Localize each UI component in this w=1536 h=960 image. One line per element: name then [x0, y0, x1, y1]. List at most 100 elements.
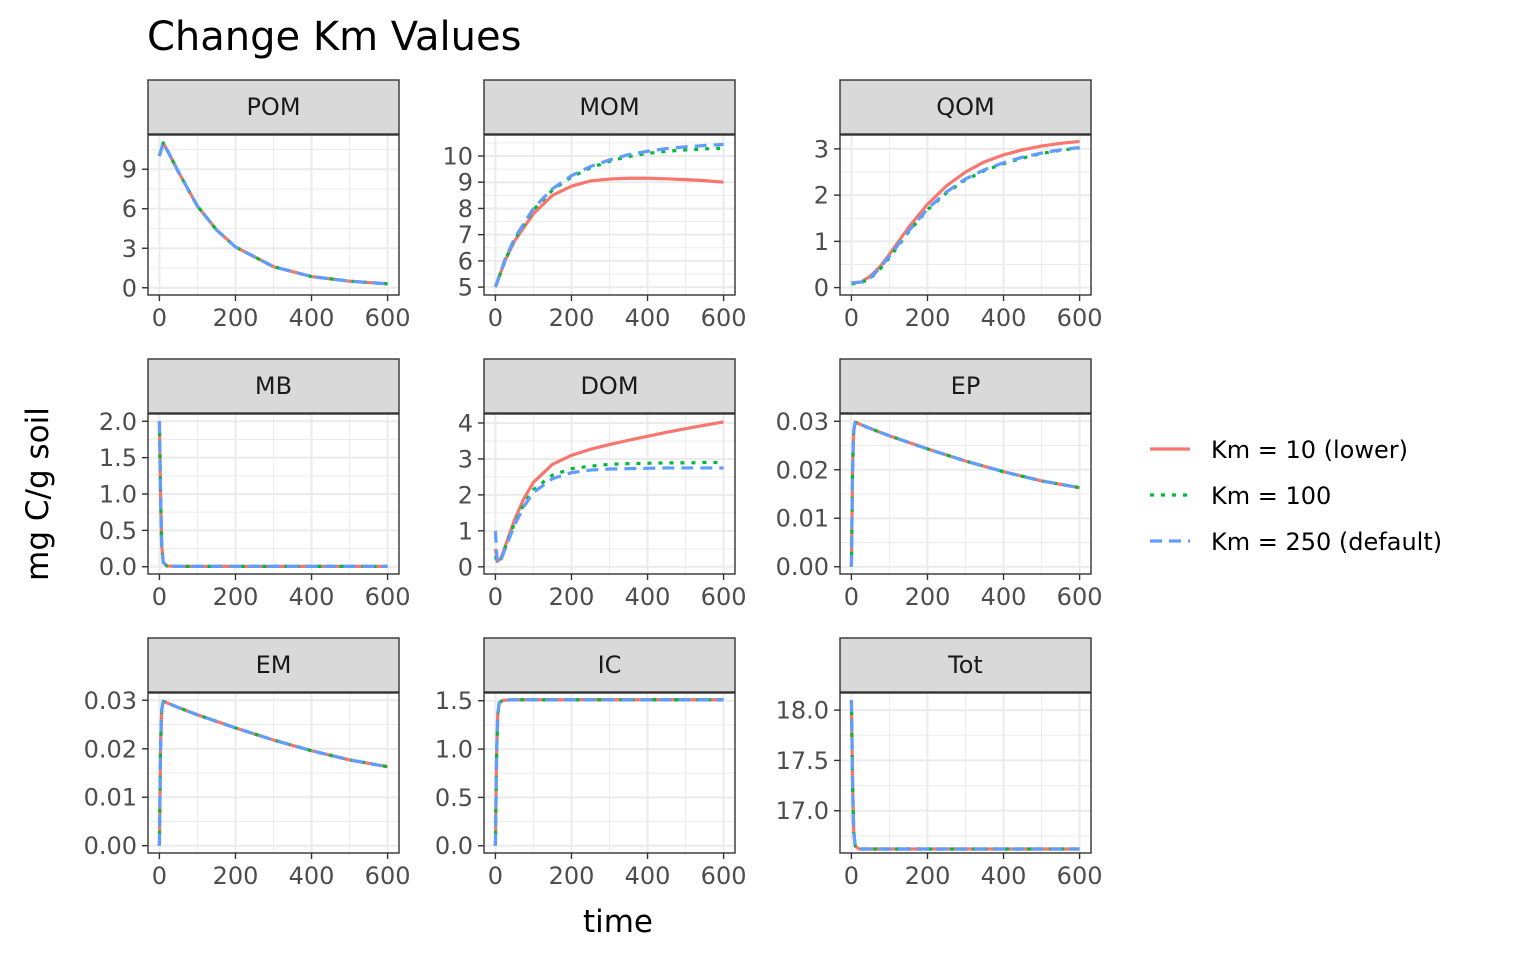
series-lines-ep [849, 420, 1080, 567]
y-tick-label: 1.0 [99, 481, 137, 509]
y-tick-label: 18.0 [776, 697, 829, 725]
y-tick-label: 1.0 [435, 736, 473, 764]
x-tick-label: 0 [488, 862, 503, 890]
y-tick-label: 0.03 [776, 408, 829, 436]
y-tick-label: 10 [442, 142, 473, 170]
panel-mb: MB 0 200 400 600 0.0 0.5 1.0 1.5 2.0 [99, 358, 410, 611]
facet-label-mom: MOM [579, 93, 639, 121]
x-tick-label: 200 [549, 304, 595, 332]
y-tick-label: 6 [458, 247, 473, 275]
legend: Km = 10 (lower) Km = 100 Km = 250 (default… [1150, 436, 1442, 556]
facet-strip-pom [147, 79, 400, 135]
panel-em: EM 0 200 400 600 0.00 0.01 0.02 0.03 [84, 637, 411, 890]
y-tick-label: 1 [458, 517, 473, 545]
y-tick-label: 0.01 [84, 784, 137, 812]
x-tick-label: 600 [1057, 583, 1103, 611]
facet-strip-ep [839, 358, 1092, 414]
series-line-km-250-default-mb [157, 421, 388, 568]
facet-strip-tot [839, 637, 1092, 693]
facet-strip-ic [483, 637, 736, 693]
legend-item-km-10-lower: Km = 10 (lower) [1150, 436, 1408, 464]
facet-strip-mom [483, 79, 736, 135]
series-line-km-250-default-ep [849, 420, 1080, 567]
y-tick-label: 0.0 [99, 553, 137, 581]
y-tick-label: 3 [122, 235, 137, 263]
x-tick-label: 200 [213, 583, 259, 611]
facet-label-em: EM [256, 651, 292, 679]
panel-border-pom [147, 134, 400, 296]
y-tick-label: 2 [814, 182, 829, 210]
facet-label-ep: EP [951, 372, 981, 400]
x-tick-label: 0 [152, 583, 167, 611]
x-tick-label: 400 [625, 862, 671, 890]
chart-title: Change Km Values [147, 14, 521, 60]
y-tick-label: 0.00 [84, 832, 137, 860]
y-axis-title: mg C/g soil [20, 407, 56, 581]
x-tick-label: 600 [701, 304, 747, 332]
x-tick-label: 200 [905, 583, 951, 611]
series-lines-mom [493, 142, 724, 288]
x-axis-title: time [583, 904, 653, 940]
x-tick-label: 600 [365, 304, 411, 332]
facet-strip-mb [147, 358, 400, 414]
gridlines-dom [484, 414, 735, 574]
x-tick-label: 400 [289, 862, 335, 890]
panel-ep: EP 0 200 400 600 0.00 0.01 0.02 0.03 [776, 358, 1103, 611]
series-lines-dom [493, 420, 724, 565]
panel-border-ep [839, 413, 1092, 575]
panel-ic: IC 0 200 400 600 0.0 0.5 1.0 1.5 [435, 637, 747, 890]
x-tick-label: 600 [701, 862, 747, 890]
series-lines-qom [851, 139, 1080, 286]
series-line-km-250-default-qom [851, 145, 1080, 285]
x-tick-label: 200 [905, 862, 951, 890]
y-tick-label: 8 [458, 195, 473, 223]
gridlines-em [148, 693, 399, 853]
x-tick-label: 400 [625, 304, 671, 332]
y-tick-label: 0 [122, 274, 137, 302]
facet-strip-qom [839, 79, 1092, 135]
series-line-km-250-default-tot [849, 700, 1080, 851]
x-tick-label: 400 [981, 862, 1027, 890]
legend-item-km-250-default: Km = 250 (default) [1150, 528, 1442, 556]
x-tick-label: 0 [844, 304, 859, 332]
x-tick-label: 0 [844, 862, 859, 890]
y-tick-label: 4 [458, 409, 473, 437]
facet-label-dom: DOM [580, 372, 638, 400]
panel-border-ic [483, 692, 736, 854]
y-tick-label: 0.00 [776, 553, 829, 581]
y-tick-label: 0.0 [435, 832, 473, 860]
x-tick-label: 400 [981, 583, 1027, 611]
gridlines-tot [840, 693, 1091, 853]
panel-tot: Tot 0 200 400 600 17.0 17.5 18.0 [776, 637, 1102, 890]
legend-label-km-100: Km = 100 [1211, 482, 1331, 510]
x-tick-label: 200 [549, 862, 595, 890]
series-line-km-250-default-em [157, 699, 388, 846]
y-tick-label: 5 [458, 274, 473, 302]
y-tick-label: 2.0 [99, 408, 137, 436]
x-tick-label: 600 [365, 862, 411, 890]
legend-label-km-10-lower: Km = 10 (lower) [1211, 436, 1408, 464]
panel-border-tot [839, 692, 1092, 854]
x-tick-label: 400 [981, 304, 1027, 332]
panel-dom: DOM 0 200 400 600 0 1 2 3 4 [458, 358, 747, 611]
x-tick-label: 0 [152, 304, 167, 332]
facet-label-ic: IC [598, 651, 622, 679]
y-tick-label: 0.5 [435, 784, 473, 812]
y-tick-label: 2 [458, 481, 473, 509]
panel-border-em [147, 692, 400, 854]
gridlines-ep [840, 414, 1091, 574]
x-tick-label: 200 [213, 304, 259, 332]
x-tick-label: 0 [488, 583, 503, 611]
y-tick-label: 0.5 [99, 517, 137, 545]
x-tick-label: 600 [701, 583, 747, 611]
x-tick-label: 0 [488, 304, 503, 332]
legend-label-km-250-default: Km = 250 (default) [1211, 528, 1442, 556]
panel-pom: POM 0 200 400 600 0 3 6 9 [122, 79, 411, 332]
x-tick-label: 600 [1057, 304, 1103, 332]
series-lines-mb [157, 421, 388, 568]
legend-item-km-100: Km = 100 [1150, 482, 1331, 510]
facet-strip-em [147, 637, 400, 693]
series-line-km-250-default-dom [493, 466, 724, 565]
